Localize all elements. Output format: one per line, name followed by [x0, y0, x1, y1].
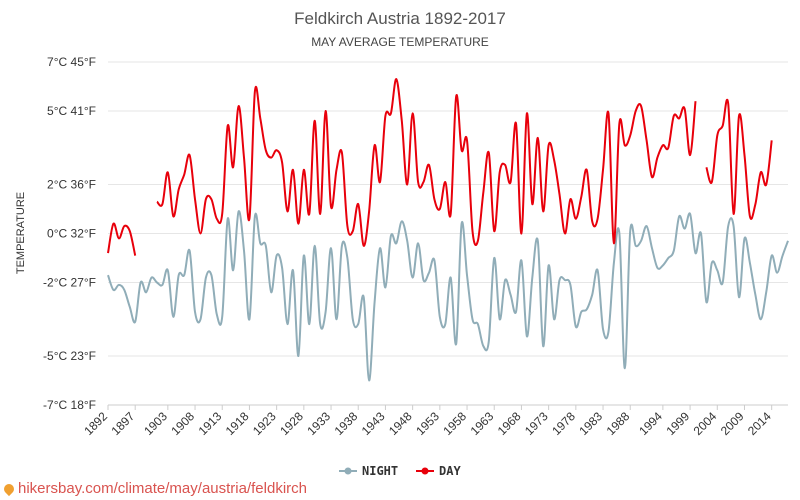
x-tick-label: 1973 — [522, 409, 551, 438]
x-tick-label: 1943 — [359, 409, 388, 438]
series-day — [107, 78, 773, 256]
legend-swatch-marker — [344, 467, 352, 475]
y-tick-label: 5°C 41°F — [47, 104, 96, 118]
x-tick-label: 1958 — [440, 409, 469, 438]
y-axis-ticks: 7°C 45°F 5°C 41°F 2°C 36°F 0°C 32°F -2°C 27°… — [43, 55, 96, 412]
series-line-segment — [156, 78, 697, 247]
x-tick-label: 1963 — [468, 409, 497, 438]
x-tick-label: 1948 — [386, 409, 415, 438]
y-tick-label: -5°C 23°F — [43, 349, 96, 363]
y-axis-label: TEMPERATURE — [15, 192, 27, 274]
y-tick-label: 7°C 45°F — [47, 55, 96, 69]
y-tick-label: 2°C 36°F — [47, 178, 96, 192]
x-tick-label: 1953 — [413, 409, 442, 438]
x-tick-label: 1938 — [332, 409, 361, 438]
series-line-segment — [705, 99, 773, 220]
x-tick-label: 1908 — [168, 409, 197, 438]
series-line-segment — [107, 210, 789, 382]
x-tick-label: 1913 — [196, 409, 225, 438]
series-lines — [107, 78, 789, 382]
location-pin-icon — [1, 481, 17, 497]
legend-label: DAY — [439, 464, 461, 478]
x-tick-label: 1994 — [636, 409, 665, 438]
legend-label: NIGHT — [362, 464, 398, 478]
x-tick-label: 1978 — [549, 409, 578, 438]
legend-item-night[interactable]: NIGHT — [339, 464, 398, 478]
chart-subtitle: MAY AVERAGE TEMPERATURE — [311, 35, 489, 49]
x-tick-label: 1897 — [109, 409, 138, 438]
watermark-text: hikersbay.com/climate/may/austria/feldki… — [18, 480, 307, 497]
watermark-link[interactable]: hikersbay.com/climate/may/austria/feldki… — [1, 480, 307, 497]
x-tick-label: 1999 — [663, 409, 692, 438]
legend-swatch-marker — [421, 467, 429, 475]
y-tick-label: -2°C 27°F — [43, 276, 96, 290]
x-tick-label: 1923 — [250, 409, 279, 438]
x-tick-label: 1988 — [604, 409, 633, 438]
y-tick-label: 0°C 32°F — [47, 227, 96, 241]
series-night — [107, 210, 789, 382]
x-tick-label: 1933 — [304, 409, 333, 438]
x-tick-label: 1903 — [141, 409, 170, 438]
x-tick-label: 2009 — [718, 409, 747, 438]
x-tick-label: 1892 — [81, 409, 110, 438]
chart-title: Feldkirch Austria 1892-2017 — [294, 9, 506, 28]
y-tick-label: -7°C 18°F — [43, 398, 96, 412]
x-tick-label: 1928 — [277, 409, 306, 438]
x-tick-label: 1983 — [576, 409, 605, 438]
legend-item-day[interactable]: DAY — [416, 464, 461, 478]
series-line-segment — [107, 222, 137, 256]
x-tick-label: 2014 — [745, 409, 774, 438]
x-tick-label: 1968 — [495, 409, 524, 438]
x-tick-label: 1918 — [223, 409, 252, 438]
legend[interactable]: NIGHT DAY — [339, 464, 461, 478]
x-tick-label: 2004 — [691, 409, 720, 438]
